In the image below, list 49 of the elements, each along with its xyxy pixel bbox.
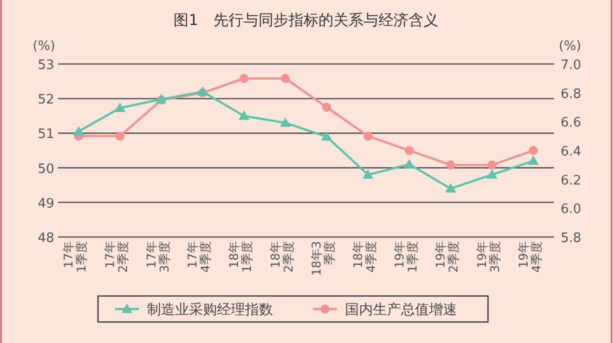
y2-tick-label: 6.2 xyxy=(560,173,582,188)
legend-label: 国内生产总值增速 xyxy=(345,302,457,318)
point xyxy=(362,169,374,179)
x-tick-label: 19年 1季度 xyxy=(392,241,420,273)
x-tick-label: 19年 4季度 xyxy=(516,241,544,273)
x-tick-label: 17年 4季度 xyxy=(186,241,213,273)
y-tick-label: 48 xyxy=(38,231,54,246)
y2-tick-label: 6.6 xyxy=(560,116,582,131)
x-tick-label: 18年 1季度 xyxy=(227,241,254,273)
y2-axis-title: (%) xyxy=(558,39,582,54)
x-tick-label: 18年3 季度 xyxy=(310,241,337,276)
x-tick-label: 18年 4季度 xyxy=(351,241,378,273)
point xyxy=(322,102,332,112)
point xyxy=(321,131,332,141)
x-tick-label: 18年 2季度 xyxy=(268,241,296,273)
y2-tick-label: 6.0 xyxy=(560,202,582,218)
legend-label: 制造业采购经理指数 xyxy=(147,302,273,318)
y-tick-label: 50 xyxy=(38,162,54,177)
point xyxy=(114,102,126,112)
point xyxy=(404,158,415,168)
y2-tick-label: 5.8 xyxy=(560,231,582,246)
point xyxy=(280,74,290,83)
point xyxy=(488,160,496,170)
point xyxy=(364,132,372,141)
x-tick-label: 17年 2季度 xyxy=(103,241,130,273)
point xyxy=(116,132,124,141)
point xyxy=(446,160,456,170)
x-tick-label: 19年 2季度 xyxy=(434,241,461,273)
y-tick-label: 52 xyxy=(38,92,54,108)
point xyxy=(240,74,248,83)
point xyxy=(73,126,84,136)
y-tick-label: 49 xyxy=(38,196,54,212)
y-tick-label: 53 xyxy=(38,58,54,73)
point xyxy=(528,146,538,155)
x-tick-label: 17年 3季度 xyxy=(144,241,172,273)
point xyxy=(404,146,414,155)
point xyxy=(445,183,456,193)
chart-title: 图1 先行与同步指标的关系与经济含义 xyxy=(174,11,438,29)
point xyxy=(528,155,539,165)
y2-tick-label: 7.0 xyxy=(560,58,582,73)
y2-tick-label: 6.4 xyxy=(560,144,582,160)
point xyxy=(238,110,250,120)
x-tick-label: 17年 1季度 xyxy=(62,241,89,273)
y-tick-label: 51 xyxy=(38,127,54,142)
y2-tick-label: 6.8 xyxy=(560,86,582,102)
point xyxy=(486,169,498,179)
y-axis-title: (%) xyxy=(32,39,56,54)
point xyxy=(280,117,291,127)
x-tick-label: 19年 3季度 xyxy=(475,241,502,273)
